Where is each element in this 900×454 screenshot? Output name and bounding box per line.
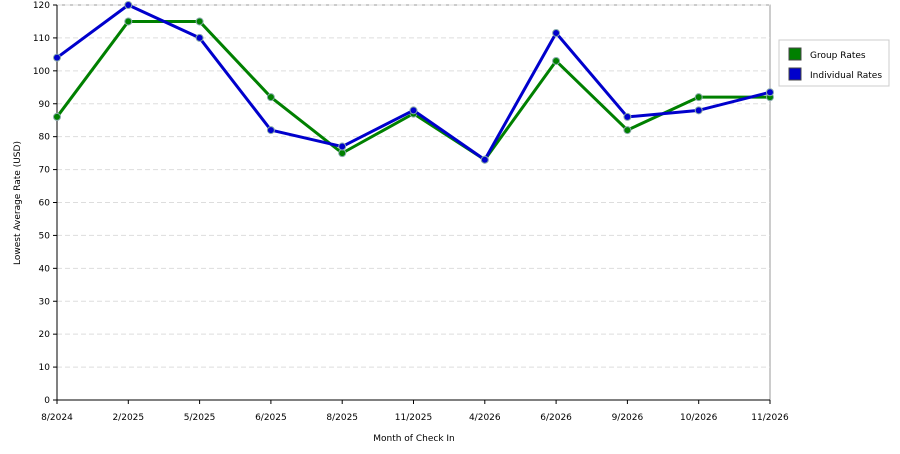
x-tick-label: 8/2025 (326, 413, 358, 423)
x-tick-label: 6/2026 (540, 413, 572, 423)
point (195, 17, 204, 26)
x-tick-label: 8/2024 (41, 413, 73, 423)
y-tick-label: 60 (39, 199, 51, 209)
y-tick-label: 80 (39, 133, 51, 143)
point (409, 106, 418, 115)
y-tick-label: 100 (33, 67, 50, 77)
y-tick-label: 10 (39, 363, 51, 373)
x-tick-label: 6/2025 (255, 413, 287, 423)
y-tick-label: 120 (33, 1, 50, 11)
legend-swatch (788, 47, 802, 61)
point (338, 142, 347, 151)
x-tick-label: 11/2025 (395, 413, 432, 423)
point (480, 155, 489, 164)
point (766, 88, 774, 97)
legend-swatch (788, 67, 802, 81)
point (552, 28, 561, 37)
x-axis-label: Month of Check In (373, 434, 455, 444)
y-tick-label: 90 (39, 100, 51, 110)
point (694, 93, 703, 102)
legend-label: Individual Rates (810, 71, 882, 81)
x-tick-label: 10/2026 (680, 413, 718, 423)
point (53, 112, 61, 121)
point (53, 53, 61, 62)
point (623, 112, 632, 121)
point (623, 126, 632, 135)
point (195, 33, 204, 42)
x-tick-label: 9/2026 (612, 413, 644, 423)
y-tick-label: 50 (39, 231, 51, 241)
x-tick-label: 11/2026 (751, 413, 789, 423)
y-tick-label: 30 (39, 297, 51, 307)
point (124, 1, 133, 9)
y-tick-label: 110 (33, 34, 50, 44)
y-tick-label: 0 (44, 396, 50, 406)
point (552, 56, 561, 65)
point (124, 17, 133, 26)
x-tick-label: 5/2025 (184, 413, 216, 423)
x-tick-label: 4/2026 (469, 413, 501, 423)
point (266, 93, 275, 102)
y-axis-label: Lowest Average Rate (USD) (13, 141, 23, 265)
legend-label: Group Rates (810, 51, 866, 61)
point (338, 149, 347, 158)
point (694, 106, 703, 115)
x-tick-label: 2/2025 (112, 413, 144, 423)
point (266, 126, 275, 135)
y-tick-label: 70 (39, 166, 51, 176)
y-tick-label: 20 (39, 330, 51, 340)
y-tick-label: 40 (39, 264, 51, 274)
